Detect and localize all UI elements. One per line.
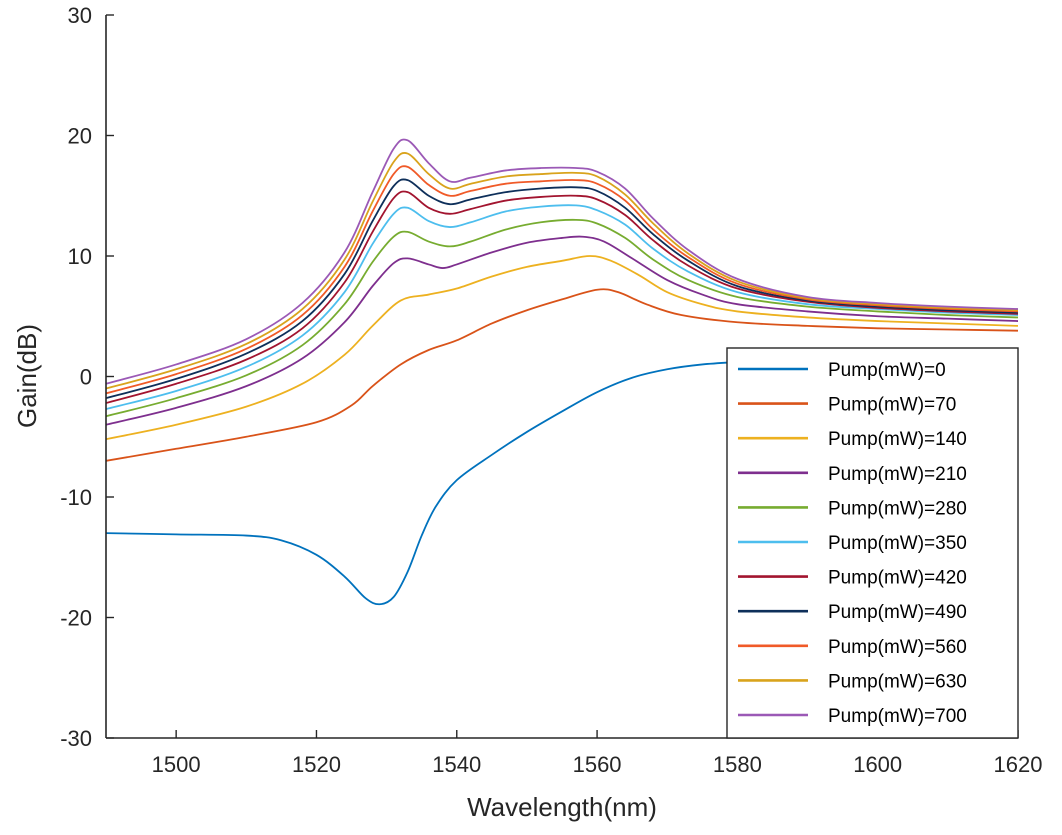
legend-entry: Pump(mW)=210	[828, 464, 967, 485]
x-tick-label: 1620	[994, 752, 1043, 777]
y-tick-label: -30	[60, 726, 92, 751]
y-tick-label: 10	[68, 244, 92, 269]
legend-entry: Pump(mW)=560	[828, 637, 967, 658]
x-tick-label: 1580	[713, 752, 762, 777]
plot-area	[106, 138, 1018, 606]
x-tick-label: 1500	[152, 752, 201, 777]
legend-items: Pump(mW)=0 Pump(mW)=70 Pump(mW)=140 Pump(mW…	[738, 360, 967, 727]
legend-entry: Pump(mW)=140	[828, 429, 967, 450]
series-line-1	[106, 288, 1018, 462]
legend-entry: Pump(mW)=630	[828, 671, 967, 692]
x-ticks: 1500 1520 1540 1560 1580 1600 1620	[152, 730, 1043, 777]
series-line-9	[106, 152, 1018, 390]
series-line-3	[106, 235, 1018, 426]
y-tick-label: 20	[68, 124, 92, 149]
y-tick-label: -10	[60, 485, 92, 510]
series-line-4	[106, 218, 1018, 418]
x-tick-label: 1520	[292, 752, 341, 777]
legend-entry: Pump(mW)=420	[828, 568, 967, 589]
legend-entry: Pump(mW)=700	[828, 706, 967, 727]
series-line-8	[106, 165, 1018, 395]
y-tick-label: -20	[60, 606, 92, 631]
x-tick-label: 1540	[432, 752, 481, 777]
x-tick-label: 1600	[853, 752, 902, 777]
legend-entry: Pump(mW)=350	[828, 533, 967, 554]
series-line-7	[106, 178, 1018, 400]
series-line-2	[106, 255, 1018, 441]
y-ticks: -30 -20 -10 0 10 20 30	[60, 3, 114, 751]
x-axis-label: Wavelength(nm)	[467, 792, 657, 822]
legend: Pump(mW)=0 Pump(mW)=70 Pump(mW)=140 Pump(mW…	[726, 347, 1019, 739]
x-tick-label: 1560	[573, 752, 622, 777]
series-line-10	[106, 138, 1018, 385]
y-axis-label: Gain(dB)	[12, 324, 42, 428]
y-tick-label: 30	[68, 3, 92, 28]
y-tick-label: 0	[80, 365, 92, 390]
series-line-0	[106, 361, 739, 606]
series-line-6	[106, 190, 1018, 404]
series-layer	[106, 138, 1018, 606]
legend-entry: Pump(mW)=70	[828, 395, 956, 416]
legend-entry: Pump(mW)=0	[828, 360, 946, 381]
series-line-5	[106, 204, 1018, 410]
legend-entry: Pump(mW)=280	[828, 498, 967, 519]
legend-entry: Pump(mW)=490	[828, 602, 967, 623]
